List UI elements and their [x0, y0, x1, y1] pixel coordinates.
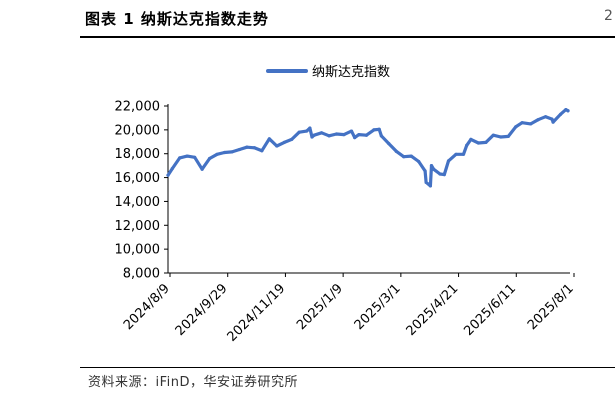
data-point: [442, 172, 446, 177]
data-point: [544, 115, 548, 119]
data-point: [320, 131, 324, 135]
data-point: [193, 155, 197, 159]
data-point: [536, 118, 540, 122]
data-point: [394, 149, 398, 153]
data-point: [446, 159, 451, 163]
data-point: [166, 173, 170, 177]
data-point: [529, 122, 533, 126]
data-point: [334, 132, 339, 136]
legend-label: 纳斯达克指数: [312, 65, 390, 80]
data-point: [558, 112, 563, 116]
source-note: 资料来源：iFinD，华安证券研究所: [88, 375, 299, 390]
data-point: [305, 129, 309, 133]
data-point: [185, 154, 189, 158]
x-tick-label: 2025/3/1: [352, 281, 404, 333]
data-point: [409, 154, 413, 158]
x-tick-label: 2025/4/21: [404, 281, 462, 339]
data-point: [491, 133, 495, 137]
x-tick-label: 2024/8/9: [121, 281, 173, 333]
data-point: [566, 109, 570, 113]
data-point: [438, 172, 442, 176]
data-point: [349, 129, 354, 133]
page-number: 2: [604, 8, 613, 24]
top-rule: [80, 36, 615, 38]
data-point: [245, 145, 249, 149]
y-tick-label: 20,000: [115, 123, 161, 138]
x-tick-label: 2025/1/9: [294, 281, 346, 333]
data-point: [428, 184, 432, 188]
x-tick-label: 2024/11/19: [225, 281, 289, 345]
y-tick-label: 18,000: [115, 147, 161, 162]
data-point: [312, 133, 316, 137]
data-point: [252, 146, 256, 150]
data-point: [215, 152, 219, 156]
y-tick-label: 16,000: [115, 171, 161, 186]
x-tick-label: 2025/6/11: [461, 281, 519, 339]
y-tick-label: 8,000: [123, 267, 160, 282]
data-point: [342, 133, 346, 137]
data-point: [372, 128, 376, 132]
data-point: [551, 120, 555, 124]
y-tick-label: 14,000: [115, 195, 161, 210]
data-point: [423, 169, 427, 173]
data-point: [208, 156, 212, 161]
series-line-nasdaq: [166, 107, 570, 188]
y-tick-label: 10,000: [115, 243, 161, 258]
data-point: [514, 125, 518, 129]
data-point: [222, 150, 227, 155]
figure-title: 图表 1 纳斯达克指数走势: [85, 10, 269, 28]
data-point: [170, 167, 174, 171]
data-point: [476, 141, 480, 145]
data-point: [178, 156, 182, 160]
data-point: [364, 133, 368, 137]
x-tick-label: 2024/9/29: [173, 281, 231, 339]
data-point: [310, 135, 314, 139]
data-point: [417, 159, 421, 164]
nasdaq-line-chart: 8,000 10,000 12,000 14,000 16,000 18,000 20,00…: [115, 65, 577, 345]
data-point: [506, 134, 510, 139]
data-point: [402, 155, 406, 159]
data-point: [432, 167, 436, 171]
data-point: [282, 140, 286, 144]
data-point: [387, 141, 391, 146]
data-point: [267, 137, 271, 141]
data-point: [260, 149, 264, 153]
data-point: [465, 143, 469, 147]
data-point: [454, 152, 458, 156]
data-point: [308, 126, 312, 130]
data-point: [499, 135, 503, 139]
data-point: [520, 121, 524, 125]
data-point: [230, 150, 234, 154]
data-point: [424, 180, 428, 184]
data-point: [484, 140, 488, 144]
y-tick-label: 22,000: [115, 100, 161, 115]
data-point: [275, 144, 279, 148]
data-point: [379, 134, 383, 138]
data-point: [200, 167, 204, 171]
data-point: [469, 137, 473, 141]
data-point: [297, 130, 301, 134]
x-tick-label: 2025/8/1: [525, 281, 577, 333]
data-point: [550, 117, 554, 121]
data-point: [377, 127, 381, 131]
bottom-rule: [80, 367, 615, 368]
data-point: [327, 134, 331, 138]
y-tick-label: 12,000: [115, 219, 161, 234]
data-point: [429, 164, 434, 168]
data-point: [237, 147, 242, 152]
data-point: [461, 152, 466, 156]
data-point: [353, 136, 357, 140]
data-point: [357, 133, 361, 137]
data-point: [290, 137, 294, 141]
